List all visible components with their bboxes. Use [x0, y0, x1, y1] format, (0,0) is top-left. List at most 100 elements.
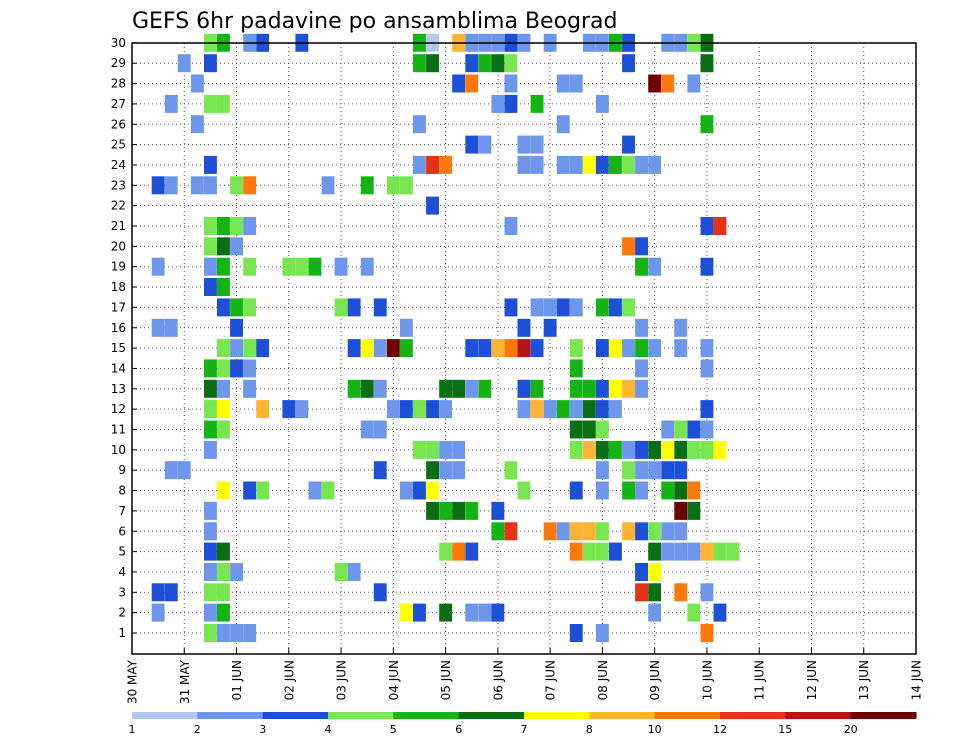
- heatmap-cell: [439, 542, 453, 561]
- heatmap-cell: [609, 542, 622, 561]
- heatmap-cell: [164, 461, 178, 480]
- heatmap-cell: [635, 522, 648, 541]
- heatmap-cell: [661, 481, 675, 500]
- heatmap-cell: [151, 318, 165, 337]
- heatmap-cell: [204, 359, 217, 378]
- heatmap-cell: [726, 542, 740, 561]
- heatmap-cell: [582, 440, 596, 459]
- heatmap-cell: [465, 339, 479, 358]
- heatmap-cell: [517, 155, 531, 174]
- colorbar-label: 7: [521, 723, 528, 736]
- x-tick-label: 03 JUN: [335, 660, 349, 700]
- heatmap-cell: [386, 176, 400, 195]
- heatmap-cell: [373, 298, 387, 317]
- heatmap-cell: [674, 339, 688, 358]
- heatmap-cell: [530, 379, 544, 398]
- heatmap-cell: [622, 298, 635, 317]
- heatmap-cell: [504, 522, 518, 541]
- heatmap-cell: [687, 481, 701, 500]
- colorbar-swatch: [328, 712, 394, 719]
- heatmap-cell: [504, 339, 518, 358]
- heatmap-cell: [556, 74, 570, 93]
- heatmap-cell: [204, 400, 217, 419]
- y-tick-label: 15: [111, 341, 126, 355]
- heatmap-cell: [648, 603, 662, 622]
- heatmap-cell: [151, 583, 165, 602]
- heatmap-cell: [164, 176, 178, 195]
- heatmap-cell: [164, 318, 178, 337]
- colorbar-swatch: [262, 712, 329, 719]
- heatmap-cell: [230, 563, 243, 581]
- heatmap-cell: [373, 583, 387, 602]
- y-tick-label: 30: [111, 36, 126, 50]
- colorbar-label: 6: [455, 723, 462, 736]
- heatmap-cell: [582, 542, 596, 561]
- colorbar-swatch: [654, 712, 721, 719]
- heatmap-cell: [217, 257, 230, 276]
- heatmap-cell: [399, 400, 413, 419]
- y-tick-label: 24: [111, 158, 126, 172]
- heatmap-cell: [204, 155, 217, 174]
- heatmap-cell: [439, 440, 453, 459]
- heatmap-cell: [321, 481, 335, 500]
- heatmap-cell: [595, 542, 609, 561]
- heatmap-cell: [622, 440, 635, 459]
- heatmap-cell: [217, 237, 230, 256]
- heatmap-cell: [439, 379, 453, 398]
- heatmap-cell: [635, 359, 648, 378]
- heatmap-cell: [360, 379, 374, 398]
- heatmap-cell: [648, 155, 662, 174]
- x-tick-label: 11 JUN: [753, 660, 767, 700]
- heatmap-cell: [556, 298, 570, 317]
- heatmap-cell: [151, 176, 165, 195]
- heatmap-cell: [530, 155, 544, 174]
- heatmap-cell: [217, 563, 230, 581]
- heatmap-cell: [713, 217, 727, 235]
- colorbar-swatch: [197, 712, 264, 719]
- heatmap-cell: [569, 440, 583, 459]
- heatmap-cell: [399, 339, 413, 358]
- heatmap-cell: [674, 522, 688, 541]
- heatmap-cell: [700, 624, 714, 642]
- colorbar-swatch: [785, 712, 852, 719]
- x-tick-label: 10 JUN: [700, 660, 714, 700]
- x-tick-label: 01 JUN: [230, 660, 244, 700]
- heatmap-cell: [399, 176, 413, 195]
- y-tick-label: 7: [118, 504, 126, 518]
- heatmap-cell: [426, 54, 439, 73]
- heatmap-cell: [595, 522, 609, 541]
- heatmap-cell: [204, 257, 217, 276]
- heatmap-cell: [360, 339, 374, 358]
- heatmap-cell: [569, 359, 583, 378]
- heatmap-cell: [426, 501, 439, 520]
- heatmap-cell: [256, 400, 270, 419]
- y-axis: 1234567891011121314151617181920212223242…: [111, 36, 137, 640]
- heatmap-cell: [635, 237, 648, 256]
- heatmap-cell: [478, 379, 492, 398]
- colorbar-swatch: [132, 712, 198, 719]
- heatmap-cell: [230, 359, 243, 378]
- heatmap-cell: [517, 379, 531, 398]
- heatmap-cell: [700, 440, 714, 459]
- heatmap-cell: [230, 298, 243, 317]
- heatmap-cell: [426, 196, 439, 215]
- heatmap-cell: [648, 440, 662, 459]
- heatmap-cell: [373, 339, 387, 358]
- heatmap-cell: [556, 400, 570, 419]
- x-tick-label: 09 JUN: [648, 660, 662, 700]
- y-tick-label: 25: [111, 138, 126, 152]
- heatmap-cell: [622, 461, 635, 480]
- heatmap-cell: [230, 624, 243, 642]
- heatmap-cell: [452, 74, 466, 93]
- heatmap-cell: [439, 155, 453, 174]
- heatmap-cell: [713, 440, 727, 459]
- heatmap-cell: [373, 420, 387, 439]
- heatmap-cell: [569, 481, 583, 500]
- heatmap-cell: [622, 339, 635, 358]
- heatmap-cell: [308, 257, 322, 276]
- colorbar-label: 12: [713, 723, 727, 736]
- heatmap-cell: [674, 318, 688, 337]
- colorbar-swatch: [720, 712, 786, 719]
- x-tick-label: 06 JUN: [491, 660, 505, 700]
- heatmap-cell: [674, 420, 688, 439]
